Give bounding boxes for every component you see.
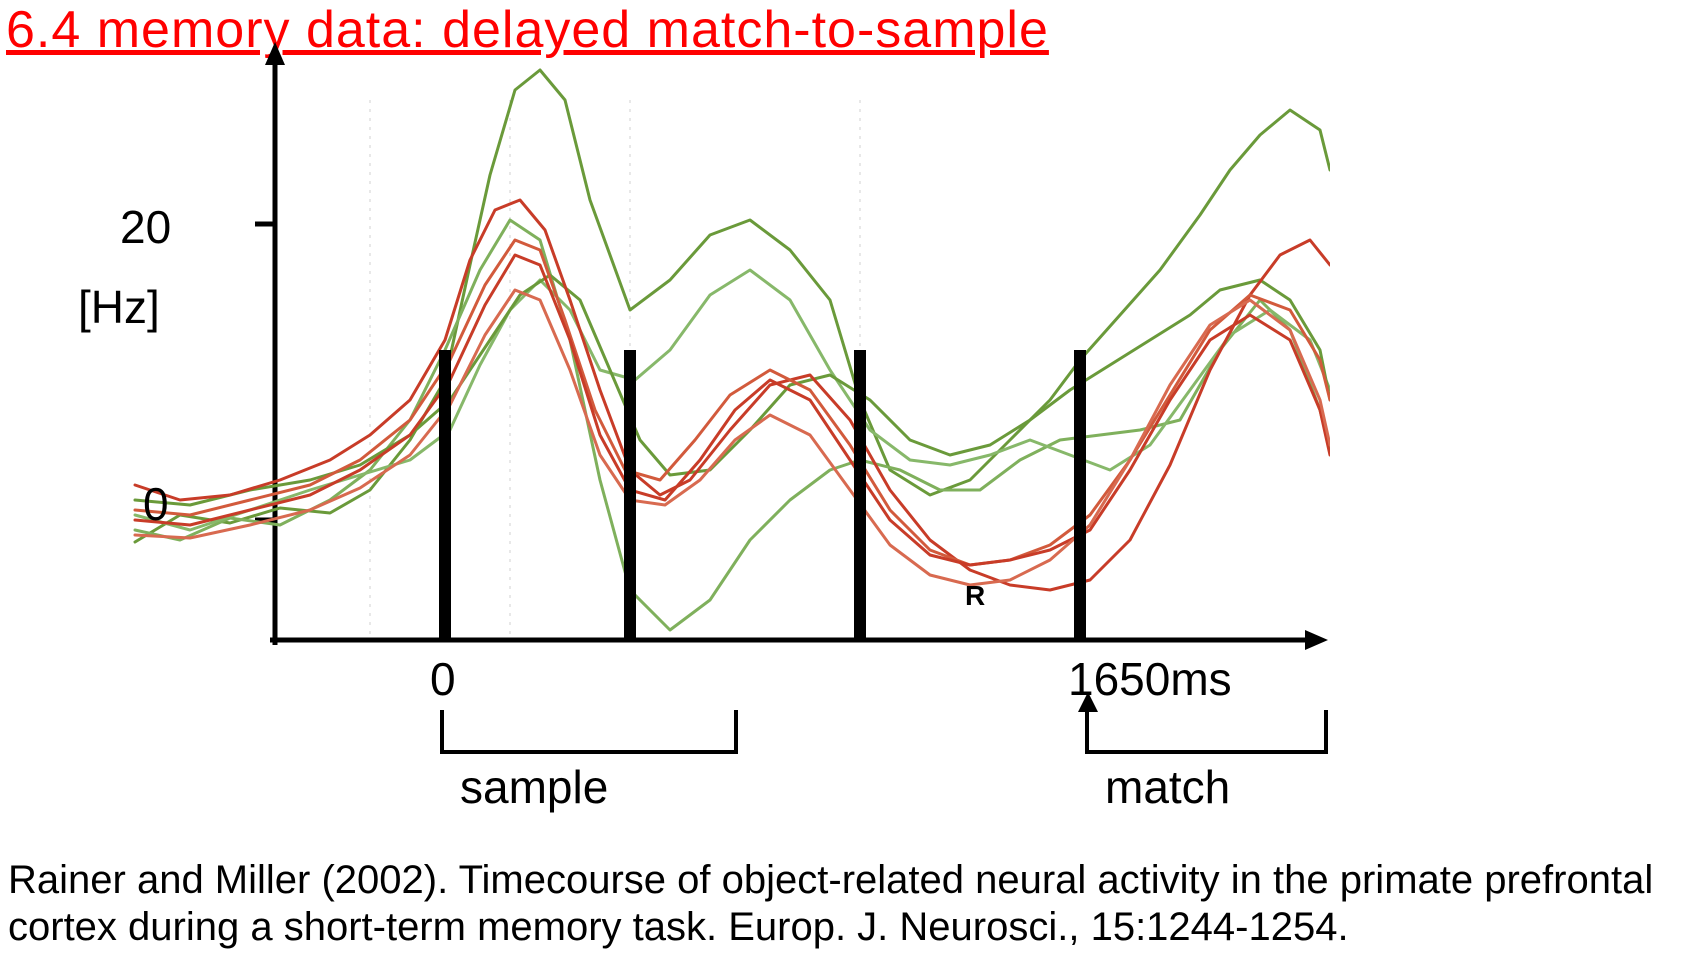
match-arrow-icon <box>1078 692 1098 712</box>
citation: Rainer and Miller (2002). Timecourse of … <box>8 857 1688 951</box>
slide: 6.4 memory data: delayed match-to-sample… <box>0 0 1701 957</box>
match-label: match <box>1105 760 1230 814</box>
xtick-0: 0 <box>430 652 456 706</box>
chart: R <box>70 40 1330 650</box>
sample-bracket <box>440 710 738 754</box>
svg-text:R: R <box>965 580 985 611</box>
sample-label: sample <box>460 760 608 814</box>
ytick-0: 0 <box>143 477 169 531</box>
chart-svg: R <box>70 40 1330 650</box>
match-bracket <box>1085 710 1328 754</box>
y-axis-label: [Hz] <box>78 280 160 334</box>
ytick-20: 20 <box>120 200 171 254</box>
